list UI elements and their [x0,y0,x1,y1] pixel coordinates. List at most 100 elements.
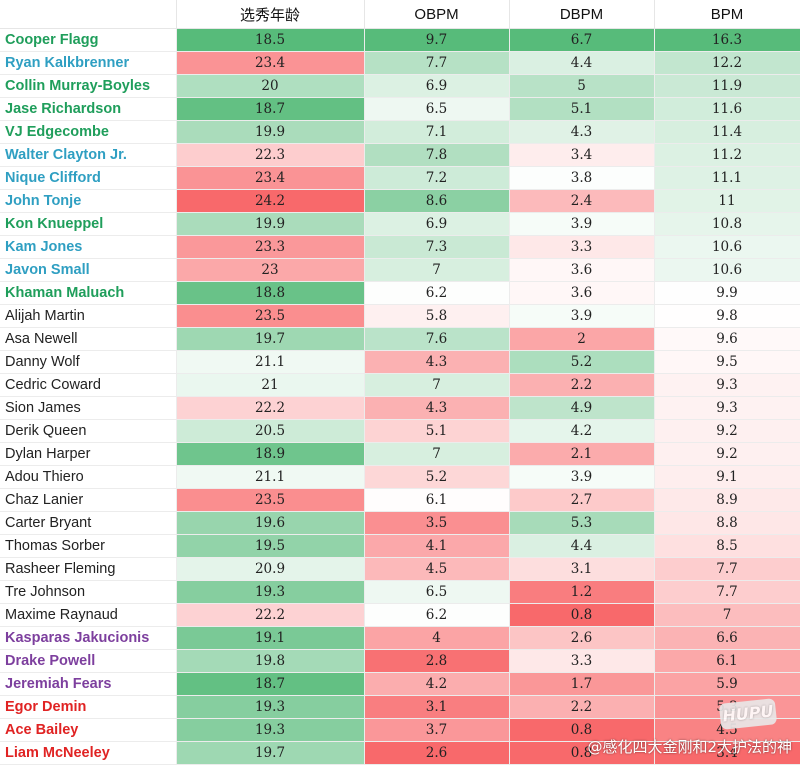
obpm-cell: 7.6 [364,327,510,351]
player-name: Asa Newell [0,327,177,351]
obpm-cell: 3.5 [364,511,510,535]
player-name: Sion James [0,396,177,420]
bpm-cell: 7.7 [654,580,800,604]
age-cell: 19.1 [176,626,365,650]
bpm-cell: 9.5 [654,350,800,374]
bpm-cell: 11.6 [654,97,800,121]
player-name: Rasheer Fleming [0,557,177,581]
table-row: Tre Johnson 19.3 6.5 1.2 7.7 [0,580,800,604]
table-row: Kon Knueppel 19.9 6.9 3.9 10.8 [0,212,800,236]
dbpm-cell: 3.3 [509,235,655,259]
dbpm-cell: 3.6 [509,281,655,305]
age-cell: 19.8 [176,649,365,673]
table-row: Drake Powell 19.8 2.8 3.3 6.1 [0,649,800,673]
table-row: Dylan Harper 18.9 7 2.1 9.2 [0,442,800,466]
dbpm-cell: 5.3 [509,511,655,535]
age-cell: 23 [176,258,365,282]
obpm-cell: 7.8 [364,143,510,167]
player-name: VJ Edgecombe [0,120,177,144]
age-cell: 19.7 [176,327,365,351]
dbpm-cell: 3.3 [509,649,655,673]
dbpm-cell: 5 [509,74,655,98]
player-name: John Tonje [0,189,177,213]
obpm-cell: 8.6 [364,189,510,213]
obpm-cell: 6.5 [364,97,510,121]
player-name: Kam Jones [0,235,177,259]
table-row: Sion James 22.2 4.3 4.9 9.3 [0,396,800,420]
header-bpm: BPM [654,0,800,29]
player-name: Maxime Raynaud [0,603,177,627]
player-name: Collin Murray-Boyles [0,74,177,98]
bpm-cell: 9.8 [654,304,800,328]
header-row: 选秀年龄 OBPM DBPM BPM [0,0,800,29]
dbpm-cell: 3.9 [509,304,655,328]
age-cell: 23.5 [176,488,365,512]
player-name: Cooper Flagg [0,28,177,52]
age-cell: 20.5 [176,419,365,443]
dbpm-cell: 0.8 [509,718,655,742]
bpm-cell: 8.5 [654,534,800,558]
age-cell: 19.3 [176,695,365,719]
player-name: Ace Bailey [0,718,177,742]
age-cell: 22.3 [176,143,365,167]
table-row: Ryan Kalkbrenner 23.4 7.7 4.4 12.2 [0,51,800,75]
dbpm-cell: 5.1 [509,97,655,121]
obpm-cell: 6.9 [364,74,510,98]
header-obpm: OBPM [364,0,510,29]
header-dbpm: DBPM [509,0,655,29]
obpm-cell: 7.7 [364,51,510,75]
obpm-cell: 6.2 [364,281,510,305]
obpm-cell: 4.2 [364,672,510,696]
dbpm-cell: 3.1 [509,557,655,581]
player-name: Alijah Martin [0,304,177,328]
age-cell: 18.9 [176,442,365,466]
dbpm-cell: 3.8 [509,166,655,190]
obpm-cell: 7 [364,442,510,466]
player-name: Carter Bryant [0,511,177,535]
table-row: Walter Clayton Jr. 22.3 7.8 3.4 11.2 [0,143,800,167]
player-name: Jeremiah Fears [0,672,177,696]
obpm-cell: 6.2 [364,603,510,627]
bpm-cell: 11.9 [654,74,800,98]
dbpm-cell: 4.4 [509,534,655,558]
player-name: Egor Demin [0,695,177,719]
obpm-cell: 5.1 [364,419,510,443]
player-name: Liam McNeeley [0,741,177,765]
age-cell: 19.3 [176,718,365,742]
table-row: Jase Richardson 18.7 6.5 5.1 11.6 [0,97,800,121]
obpm-cell: 7.2 [364,166,510,190]
table-row: Danny Wolf 21.1 4.3 5.2 9.5 [0,350,800,374]
table-row: Chaz Lanier 23.5 6.1 2.7 8.9 [0,488,800,512]
age-cell: 22.2 [176,603,365,627]
dbpm-cell: 1.2 [509,580,655,604]
bpm-cell: 9.1 [654,465,800,489]
bpm-cell: 10.8 [654,212,800,236]
bpm-cell: 8.8 [654,511,800,535]
bpm-cell: 3.4 [654,741,800,765]
age-cell: 24.2 [176,189,365,213]
bpm-cell: 9.2 [654,419,800,443]
dbpm-cell: 0.8 [509,741,655,765]
dbpm-cell: 4.3 [509,120,655,144]
dbpm-cell: 6.7 [509,28,655,52]
bpm-cell: 6.1 [654,649,800,673]
player-name: Kasparas Jakucionis [0,626,177,650]
obpm-cell: 4 [364,626,510,650]
player-name: Thomas Sorber [0,534,177,558]
obpm-cell: 5.8 [364,304,510,328]
player-name: Walter Clayton Jr. [0,143,177,167]
table-row: Maxime Raynaud 22.2 6.2 0.8 7 [0,603,800,627]
bpm-cell: 7.7 [654,557,800,581]
table-row: Collin Murray-Boyles 20 6.9 5 11.9 [0,74,800,98]
age-cell: 18.5 [176,28,365,52]
player-name: Chaz Lanier [0,488,177,512]
header-age: 选秀年龄 [176,0,365,29]
bpm-cell: 12.2 [654,51,800,75]
table-row: Adou Thiero 21.1 5.2 3.9 9.1 [0,465,800,489]
obpm-cell: 3.1 [364,695,510,719]
age-cell: 19.9 [176,120,365,144]
watermark-text: @感化四大金刚和2大护法的神 [587,738,792,756]
age-cell: 19.3 [176,580,365,604]
table-row: Rasheer Fleming 20.9 4.5 3.1 7.7 [0,557,800,581]
age-cell: 19.6 [176,511,365,535]
